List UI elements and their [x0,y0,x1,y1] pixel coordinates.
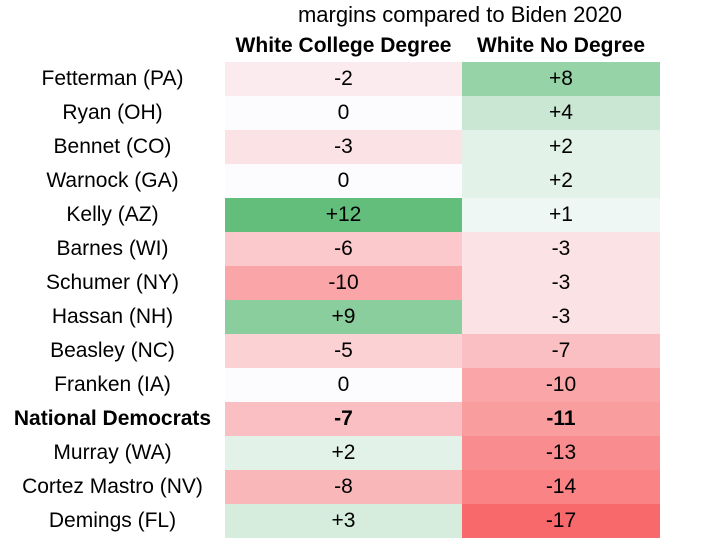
row-label-national-democrats: National Democrats [13,407,212,430]
chart-title: margins compared to Biden 2020 [297,2,623,27]
heatmap-cell: 0 [225,164,462,198]
table-row: Murray (WA) +2 -13 [0,436,660,470]
table-row: Demings (FL) +3 -17 [0,504,660,538]
row-label-cortez-mastro-nv: Cortez Mastro (NV) [22,475,203,498]
heatmap-cell: 0 [225,368,462,402]
heatmap-cell: -3 [462,300,660,334]
table-row: Barnes (WI) -6 -3 [0,232,660,266]
row-label-schumer-ny: Schumer (NY) [45,271,180,294]
heatmap-cell: +9 [225,300,462,334]
row-label-franken-ia: Franken (IA) [54,373,171,396]
row-label-kelly-az: Kelly (AZ) [66,203,159,226]
heatmap-cell: -3 [462,232,660,266]
heatmap-cell: +2 [462,130,660,164]
table-row: National Democrats -7 -11 [0,402,660,436]
heatmap-cell: -2 [225,62,462,96]
heatmap-cell: -8 [225,470,462,504]
table-row: Ryan (OH) 0 +4 [0,96,660,130]
row-label-hassan-nh: Hassan (NH) [51,305,174,328]
heatmap-cell: -14 [462,470,660,504]
heatmap-cell: -3 [462,266,660,300]
heatmap-cell: -7 [225,402,462,436]
row-label-murray-wa: Murray (WA) [53,441,172,464]
heatmap-table: Fetterman (PA) -2 +8 Ryan (OH) 0 +4 Bennet (CO… [0,62,660,538]
heatmap-cell: +12 [225,198,462,232]
row-label-beasley-nc: Beasley (NC) [50,339,175,362]
heatmap-cell: -10 [225,266,462,300]
row-label-warnock-ga: Warnock (GA) [46,169,179,192]
heatmap-cell: -3 [225,130,462,164]
row-label-ryan-oh: Ryan (OH) [62,101,163,124]
heatmap-cell: -11 [462,402,660,436]
row-label-bennet-co: Bennet (CO) [53,135,172,158]
table-row: Bennet (CO) -3 +2 [0,130,660,164]
heatmap-cell: -13 [462,436,660,470]
table-row: Hassan (NH) +9 -3 [0,300,660,334]
heatmap-cell: +2 [462,164,660,198]
row-label-fetterman-pa: Fetterman (PA) [41,67,184,90]
heatmap-cell: -10 [462,368,660,402]
table-row: Fetterman (PA) -2 +8 [0,62,660,96]
table-row: Warnock (GA) 0 +2 [0,164,660,198]
heatmap-cell: +8 [462,62,660,96]
heatmap-cell: -6 [225,232,462,266]
row-label-demings-fl: Demings (FL) [48,509,177,532]
heatmap-cell: 0 [225,96,462,130]
heatmap-cell: -5 [225,334,462,368]
table-row: Schumer (NY) -10 -3 [0,266,660,300]
table-row: Franken (IA) 0 -10 [0,368,660,402]
column-header-white-no-degree: White No Degree [476,34,646,57]
row-label-barnes-wi: Barnes (WI) [56,237,169,260]
heatmap-cell: +4 [462,96,660,130]
table-row: Beasley (NC) -5 -7 [0,334,660,368]
heatmap-cell: +3 [225,504,462,538]
heatmap-cell: +2 [225,436,462,470]
heatmap-cell: -17 [462,504,660,538]
table-row: Cortez Mastro (NV) -8 -14 [0,470,660,504]
heatmap-cell: -7 [462,334,660,368]
heatmap-cell: +1 [462,198,660,232]
column-header-white-college-degree: White College Degree [235,34,452,57]
table-row: Kelly (AZ) +12 +1 [0,198,660,232]
